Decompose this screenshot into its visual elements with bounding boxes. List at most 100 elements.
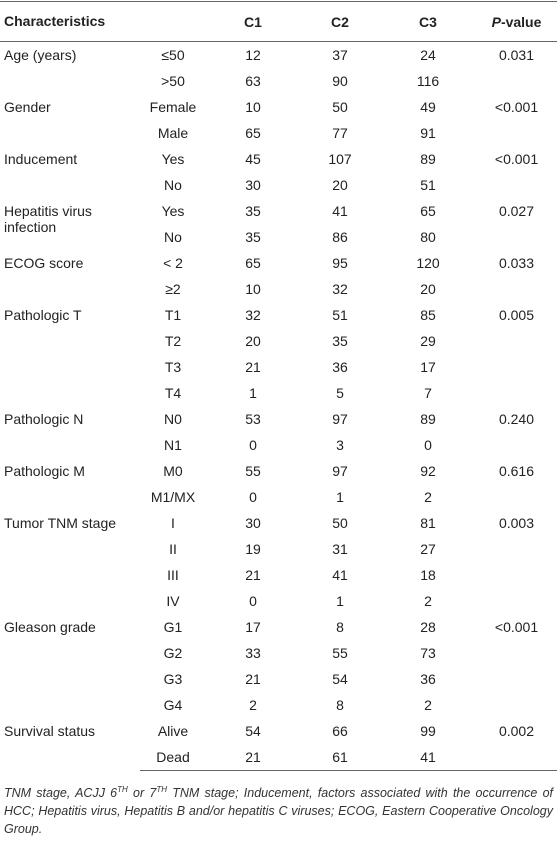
empty-cell xyxy=(476,666,557,692)
table-row: N1 0 3 0 xyxy=(0,432,557,458)
empty-cell xyxy=(476,328,557,354)
count: 2 xyxy=(424,593,432,609)
count: 19 xyxy=(245,541,261,557)
empty-cell xyxy=(476,640,557,666)
table-row: Hepatitis virus infection Yes 35 41 65 0.027 xyxy=(0,198,557,235)
count: 63 xyxy=(245,73,261,89)
count: 95 xyxy=(332,255,348,271)
group-label: Pathologic N xyxy=(4,411,84,427)
count: 80 xyxy=(420,229,436,245)
count: 36 xyxy=(332,359,348,375)
table-row: Tumor TNM stage I 30 50 81 0.003 xyxy=(0,510,557,536)
subgroup: IV xyxy=(166,593,180,609)
group-label: ECOG score xyxy=(4,255,84,271)
count: 20 xyxy=(332,177,348,193)
count: 30 xyxy=(245,515,261,531)
subgroup: Yes xyxy=(161,203,185,219)
table-row: G2 33 55 73 xyxy=(0,640,557,666)
p-value: 0.005 xyxy=(498,307,535,323)
p-value: 0.033 xyxy=(498,255,535,271)
table-row: G4 2 8 2 xyxy=(0,692,557,718)
count: 86 xyxy=(332,229,348,245)
p-value: 0.031 xyxy=(498,47,535,63)
table-row: Pathologic T T1 32 51 85 0.005 xyxy=(0,302,557,328)
count: 32 xyxy=(245,307,261,323)
count: 21 xyxy=(206,744,300,771)
count: 65 xyxy=(420,203,436,219)
count: 85 xyxy=(420,307,436,323)
table-row: >50 63 90 116 xyxy=(0,68,557,94)
header-cell: Characteristics xyxy=(0,1,140,42)
footnote-part: TNM stage; Inducement, factors associate… xyxy=(4,786,554,837)
table-row: Age (years) ≤50 12 37 24 0.031 xyxy=(0,42,557,69)
count: 89 xyxy=(420,151,436,167)
count: 65 xyxy=(245,125,261,141)
p-value: 0.027 xyxy=(498,203,535,219)
empty-cell xyxy=(476,354,557,380)
table-body: Age (years) ≤50 12 37 24 0.031 >50 63 90 116 Gende… xyxy=(0,42,557,771)
count: 55 xyxy=(245,463,261,479)
p-value: <0.001 xyxy=(494,99,539,115)
count: 45 xyxy=(245,151,261,167)
table-row: Pathologic N N0 53 97 89 0.240 xyxy=(0,406,557,432)
table-row: Pathologic M M0 55 97 92 0.616 xyxy=(0,458,557,484)
subgroup: Dead xyxy=(140,744,206,771)
group-label: Gleason grade xyxy=(4,619,96,635)
table-row: Survival status Alive 54 66 99 0.002 xyxy=(0,718,557,744)
empty-cell xyxy=(476,484,557,510)
empty-cell xyxy=(476,562,557,588)
footnote-part: or 7 xyxy=(127,786,157,801)
count: 37 xyxy=(332,47,348,63)
header-cell: C1 xyxy=(206,1,300,42)
count: 21 xyxy=(245,359,261,375)
table-row: No 35 86 80 xyxy=(0,224,557,250)
count: 99 xyxy=(420,723,436,739)
subgroup: III xyxy=(167,567,179,583)
p-value: <0.001 xyxy=(494,619,539,635)
subgroup: I xyxy=(171,515,175,531)
count: 2 xyxy=(249,697,257,713)
count: 49 xyxy=(420,99,436,115)
count: 8 xyxy=(336,619,344,635)
count: 92 xyxy=(420,463,436,479)
count: 21 xyxy=(245,567,261,583)
count: 1 xyxy=(336,489,344,505)
table-row: III 21 41 18 xyxy=(0,562,557,588)
table-row: T3 21 36 17 xyxy=(0,354,557,380)
count: 50 xyxy=(332,515,348,531)
count: 55 xyxy=(332,645,348,661)
count: 1 xyxy=(249,385,257,401)
empty-cell xyxy=(476,380,557,406)
count: 5 xyxy=(336,385,344,401)
table-row: ≥2 10 32 20 xyxy=(0,276,557,302)
data-table: Characteristics C1 C2 C3 P-value Age (ye… xyxy=(0,1,557,771)
table-row: T4 1 5 7 xyxy=(0,380,557,406)
subgroup: T1 xyxy=(164,307,182,323)
subgroup: G3 xyxy=(163,671,183,687)
count: 107 xyxy=(328,151,352,167)
table-row: T2 20 35 29 xyxy=(0,328,557,354)
subgroup: T4 xyxy=(164,385,182,401)
count: 31 xyxy=(332,541,348,557)
subgroup: ≥2 xyxy=(165,281,181,297)
footnote: TNM stage, ACJJ 6TH or 7TH TNM stage; In… xyxy=(0,771,557,838)
count: 21 xyxy=(245,671,261,687)
subgroup: Yes xyxy=(161,151,185,167)
header-cell: C3 xyxy=(380,1,476,42)
p-value: 0.240 xyxy=(498,411,535,427)
group-label: Hepatitis virus infection xyxy=(4,203,92,235)
count: 10 xyxy=(245,99,261,115)
subgroup: >50 xyxy=(161,73,185,89)
count: 73 xyxy=(420,645,436,661)
table-row: G3 21 54 36 xyxy=(0,666,557,692)
count: 53 xyxy=(245,411,261,427)
p-italic: P xyxy=(491,13,501,30)
p-value: 0.616 xyxy=(498,463,535,479)
subgroup: N1 xyxy=(164,437,182,453)
count: 54 xyxy=(245,723,261,739)
count: 24 xyxy=(420,47,436,63)
count: 0 xyxy=(424,437,432,453)
table-row: Gender Female 10 50 49 <0.001 xyxy=(0,94,557,120)
subgroup: Female xyxy=(149,99,197,115)
